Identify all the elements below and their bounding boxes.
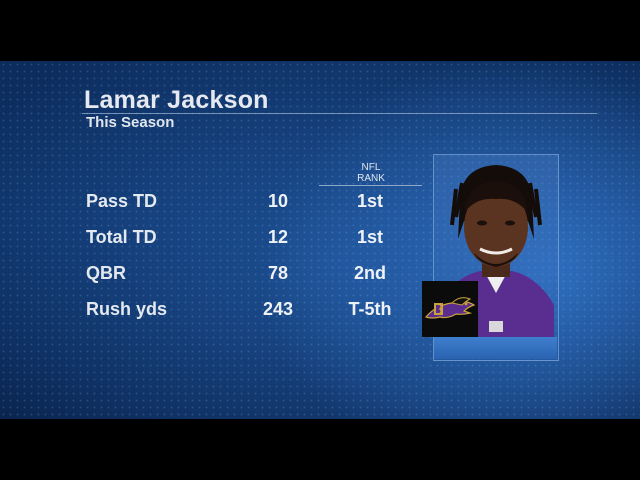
- stat-rank: 1st: [356, 227, 383, 247]
- rank-column-header: NFL RANK: [320, 162, 422, 184]
- stat-value: 12: [267, 227, 289, 247]
- player-name: Lamar Jackson: [84, 86, 269, 114]
- photo-base-bar: [434, 337, 557, 359]
- stat-value: 243: [262, 299, 294, 319]
- stat-rank: 2nd: [353, 263, 386, 283]
- stat-rank: T-5th: [348, 299, 392, 319]
- rank-divider: [319, 185, 422, 186]
- stats-graphic: Lamar Jackson This Season NFL RANK Pass …: [0, 61, 640, 419]
- stat-label: QBR: [86, 263, 126, 283]
- team-logo-box: [422, 281, 478, 337]
- stat-row-total-td: Total TD 12 1st: [0, 227, 640, 251]
- background-pattern: [0, 61, 640, 419]
- stat-row-pass-td: Pass TD 10 1st: [0, 191, 640, 215]
- ravens-logo-icon: [424, 297, 476, 319]
- stat-label: Pass TD: [86, 191, 158, 211]
- stat-row-rush-yds: Rush yds 243 T-5th: [0, 299, 640, 323]
- title-divider: [82, 113, 597, 114]
- stat-rank: 1st: [356, 191, 383, 211]
- subtitle: This Season: [86, 114, 175, 131]
- rank-header-line2: RANK: [357, 173, 385, 184]
- stat-label: Rush yds: [86, 299, 168, 319]
- stat-value: 78: [267, 263, 289, 283]
- stat-label: Total TD: [86, 227, 157, 247]
- stat-row-qbr: QBR 78 2nd: [0, 263, 640, 287]
- rank-header-line1: NFL: [361, 162, 381, 173]
- stat-value: 10: [267, 191, 289, 211]
